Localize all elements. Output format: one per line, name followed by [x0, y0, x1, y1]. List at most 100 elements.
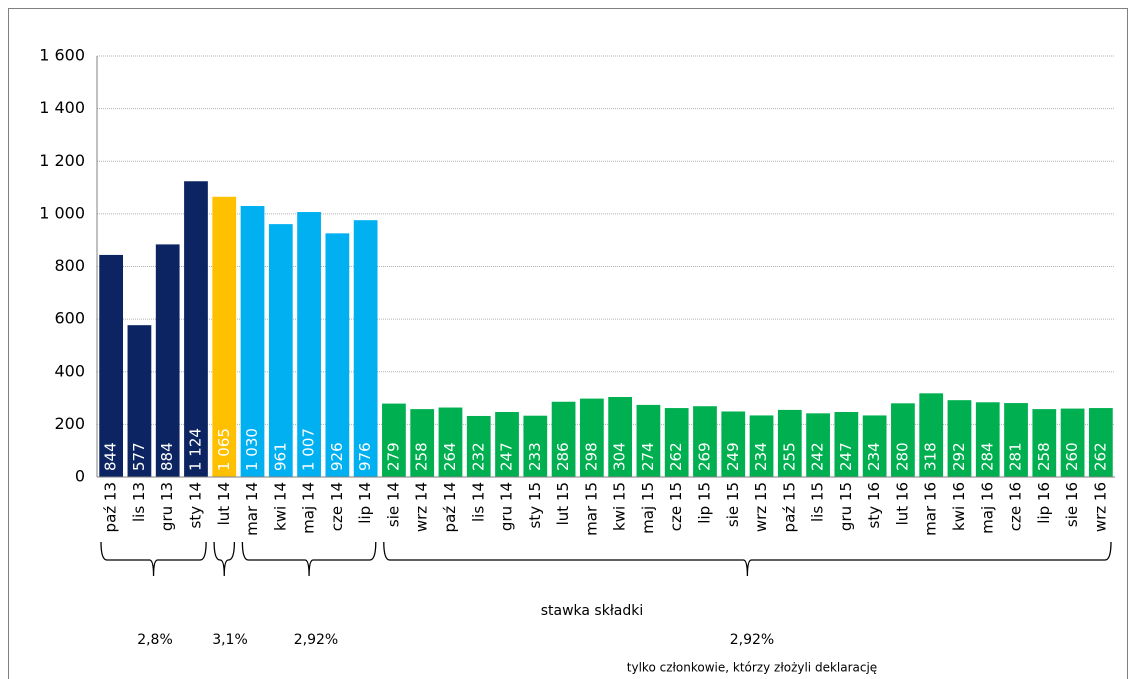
- x-tick-label: lut 16: [893, 482, 911, 525]
- x-tick-label: wrz 15: [752, 482, 770, 532]
- value-label: 258: [413, 442, 431, 471]
- bar: [579, 398, 604, 477]
- brace: [213, 541, 236, 577]
- x-tick-label: maj 16: [978, 482, 996, 534]
- bar: [608, 397, 633, 477]
- x-tick-label: lip 14: [356, 482, 374, 524]
- bar: [862, 415, 887, 477]
- value-label: 260: [1063, 442, 1081, 471]
- bar: [721, 411, 746, 477]
- x-tick-label: lut 15: [554, 482, 572, 525]
- x-tick-label: cze 14: [328, 482, 346, 531]
- value-label: 926: [328, 442, 346, 471]
- x-tick-label: gru 14: [498, 482, 516, 531]
- value-label: 976: [356, 442, 374, 471]
- bar: [438, 407, 463, 477]
- x-tick-label: mar 16: [922, 482, 940, 536]
- y-tick-label: 1 600: [39, 46, 85, 65]
- value-label: 232: [469, 442, 487, 471]
- bar: [240, 205, 265, 477]
- value-label: 844: [102, 442, 120, 471]
- x-tick-label: maj 15: [639, 482, 657, 534]
- x-tick-label: kwi 15: [611, 482, 629, 531]
- y-tick-label: 1 000: [39, 203, 85, 222]
- value-label: 292: [950, 442, 968, 471]
- value-label: 284: [978, 442, 996, 471]
- bar: [777, 409, 802, 477]
- bar: [212, 196, 237, 477]
- value-label: 304: [611, 442, 629, 471]
- x-tick-label: kwi 16: [950, 482, 968, 531]
- bar: [382, 403, 406, 477]
- bar: [155, 244, 180, 477]
- value-label: 279: [384, 442, 402, 471]
- value-label: 577: [130, 442, 148, 471]
- x-tick-label: paź 15: [780, 482, 798, 532]
- x-tick-label: lis 15: [809, 482, 827, 522]
- value-label: 269: [695, 442, 713, 471]
- chart-frame: [8, 8, 1128, 679]
- value-label: 280: [893, 442, 911, 471]
- x-tick-label: kwi 14: [271, 482, 289, 531]
- value-label: 1 124: [186, 428, 204, 471]
- group-note: tylko członkowie, którzy złożyli deklara…: [627, 661, 877, 675]
- value-label: 249: [724, 442, 742, 471]
- bar: [353, 220, 378, 477]
- value-label: 234: [752, 442, 770, 471]
- bar: [749, 415, 774, 477]
- bar: [466, 415, 491, 477]
- bar: [127, 325, 152, 477]
- value-label: 1 007: [300, 428, 318, 471]
- value-label: 262: [1091, 442, 1109, 471]
- value-label: 286: [554, 442, 572, 471]
- value-label: 233: [526, 442, 544, 471]
- bar: [551, 401, 576, 477]
- bar: [636, 404, 661, 477]
- x-tick-label: sie 16: [1063, 482, 1081, 527]
- x-tick-label: maj 14: [300, 482, 318, 534]
- bar: [325, 233, 350, 477]
- x-tick-label: cze 15: [667, 482, 685, 531]
- bar: [1032, 409, 1057, 477]
- value-label: 234: [865, 442, 883, 471]
- x-tick-label: mar 15: [582, 482, 600, 536]
- bar: [297, 212, 321, 477]
- bar: [834, 412, 859, 477]
- group-label: 2,8%: [137, 632, 173, 648]
- bar: [919, 393, 944, 477]
- bar: [184, 181, 208, 477]
- bar: [495, 412, 519, 477]
- value-label: 318: [922, 442, 940, 471]
- value-label: 258: [1035, 442, 1053, 471]
- y-tick-label: 1 400: [39, 98, 85, 117]
- bar: [268, 224, 293, 477]
- brace: [241, 541, 377, 577]
- brace: [100, 541, 207, 577]
- value-label: 247: [498, 442, 516, 471]
- x-tick-label: sty 14: [186, 482, 204, 528]
- bar: [410, 409, 435, 477]
- group-title: stawka składki: [541, 603, 644, 619]
- bar: [891, 403, 915, 477]
- bar: [99, 254, 124, 477]
- x-tick-label: paź 13: [102, 482, 120, 532]
- group-label: 2,92%: [730, 632, 774, 648]
- y-tick-label: 800: [54, 256, 85, 275]
- x-tick-label: sie 14: [384, 482, 402, 527]
- group-label: 3,1%: [212, 632, 248, 648]
- bar: [1004, 403, 1028, 477]
- x-tick-label: gru 15: [837, 482, 855, 531]
- bar: [693, 406, 717, 477]
- value-label: 1 030: [243, 428, 261, 471]
- y-tick-label: 600: [54, 309, 85, 328]
- bar: [1088, 408, 1113, 477]
- value-label: 884: [158, 442, 176, 471]
- y-tick-label: 200: [54, 414, 85, 433]
- value-label: 262: [667, 442, 685, 471]
- x-tick-label: cze 16: [1007, 482, 1025, 531]
- x-tick-label: lis 13: [130, 482, 148, 522]
- value-label: 264: [441, 442, 459, 471]
- value-label: 242: [809, 442, 827, 471]
